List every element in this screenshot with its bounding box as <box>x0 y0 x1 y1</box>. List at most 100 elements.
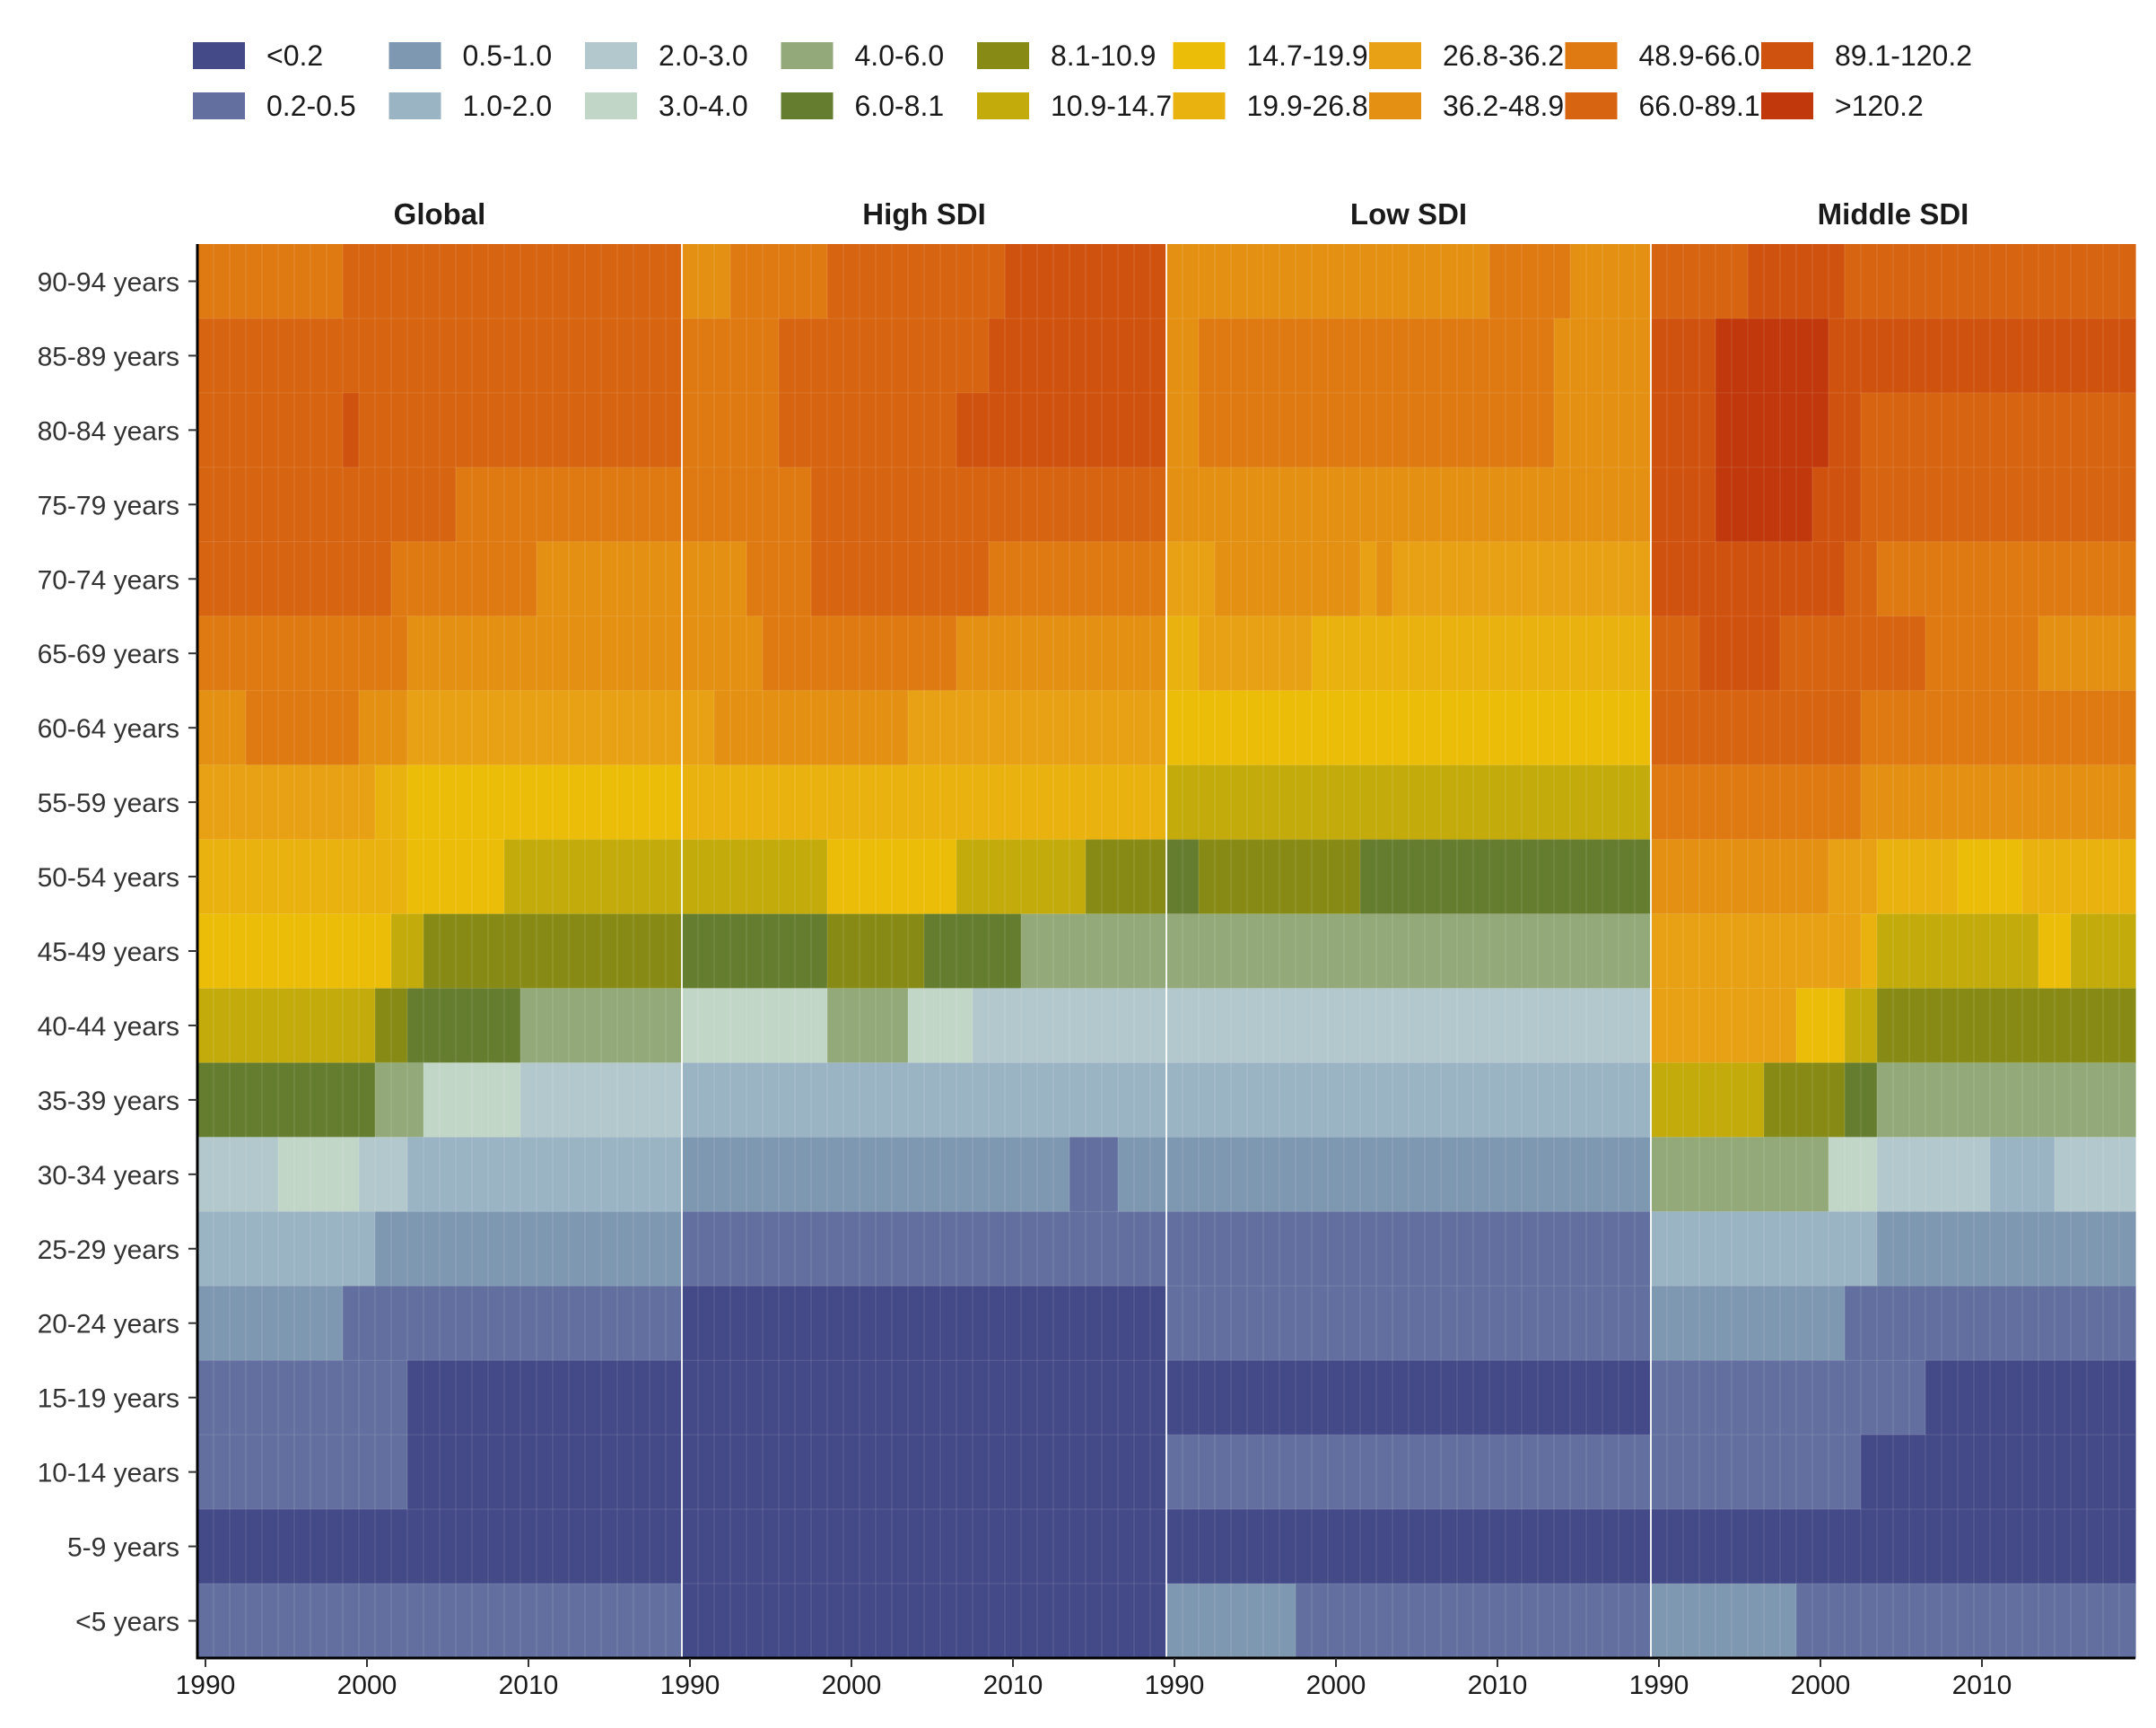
heatmap-cell <box>407 1360 683 1436</box>
legend-label: <0.2 <box>266 39 323 72</box>
y-tick-label: <5 years <box>75 1608 179 1637</box>
heatmap-cell <box>1554 392 1652 468</box>
heatmap-cell <box>1990 1137 2056 1212</box>
heatmap-cell <box>1845 541 1878 617</box>
heatmap-cell <box>956 392 1167 468</box>
heatmap-cell <box>682 839 828 915</box>
heatmap-cell <box>197 541 392 617</box>
legend-swatch <box>977 92 1029 119</box>
heatmap-cell <box>682 615 764 692</box>
heatmap-cell <box>1005 244 1167 319</box>
legend-item: 14.7-19.9 <box>1173 39 1368 72</box>
heatmap-cell <box>343 1286 683 1361</box>
legend-swatch <box>977 42 1029 69</box>
heatmap-cell <box>537 541 683 617</box>
heatmap-cell <box>1166 541 1216 617</box>
heatmap-cell <box>2071 913 2136 990</box>
legend-item: 4.0-6.0 <box>781 39 945 72</box>
legend-item: 8.1-10.9 <box>977 39 1156 72</box>
legend-label: 3.0-4.0 <box>659 90 748 122</box>
heatmap-cell <box>1166 467 1652 543</box>
heatmap-cell <box>1118 1137 1167 1212</box>
heatmap-cell <box>1166 1584 1296 1659</box>
legend-swatch <box>585 42 637 69</box>
heatmap-cell <box>1651 392 1716 468</box>
legend-item: 48.9-66.0 <box>1565 39 1760 72</box>
heatmap-cell <box>956 615 1167 692</box>
heatmap-cell <box>1715 467 1813 543</box>
legend-label: 2.0-3.0 <box>659 39 748 72</box>
heatmap-cell <box>1199 615 1313 692</box>
heatmap-cell <box>1215 541 1361 617</box>
heatmap-cell <box>2038 615 2136 692</box>
heatmap-cell <box>375 1062 424 1138</box>
legend-label: 4.0-6.0 <box>855 39 945 72</box>
heatmap-cell <box>1829 1137 1878 1212</box>
heatmap-cell <box>423 913 683 990</box>
heatmap-cell <box>343 392 360 468</box>
y-tick-label: 70-74 years <box>38 565 179 595</box>
heatmap-cell <box>779 392 957 468</box>
heatmap-cell <box>246 690 360 766</box>
heatmap-cell <box>1296 1584 1652 1659</box>
legend-item: 26.8-36.2 <box>1369 39 1564 72</box>
heatmap-cell <box>1166 988 1652 1064</box>
heatmap-cell <box>1796 1584 2136 1659</box>
heatmap-cell <box>1166 1211 1652 1287</box>
heatmap-cell <box>1845 1062 1878 1138</box>
heatmap-cell <box>359 392 683 468</box>
heatmap-cell <box>714 690 909 766</box>
heatmap-cell <box>827 913 925 990</box>
heatmap-cell <box>1796 988 1846 1064</box>
y-tick-label: 15-19 years <box>38 1384 179 1414</box>
legend-label: 48.9-66.0 <box>1639 39 1760 72</box>
heatmap-cell <box>1861 690 2136 766</box>
heatmap-cell <box>1877 1062 2136 1138</box>
legend-swatch <box>1369 92 1421 119</box>
heatmap-cell <box>1877 1137 1991 1212</box>
heatmap-cell <box>1199 392 1555 468</box>
heatmap-cell <box>197 913 263 990</box>
heatmap-cell <box>1861 1435 2136 1510</box>
y-tick-label: 30-34 years <box>38 1161 179 1191</box>
heatmap-cell <box>1021 913 1167 990</box>
heatmap-cell <box>973 988 1167 1064</box>
heatmap-cell <box>1861 615 1926 692</box>
heatmap-cell <box>682 318 699 394</box>
legend-item: 89.1-120.2 <box>1761 39 1972 72</box>
heatmap-cell <box>391 541 537 617</box>
facet-label: Middle SDI <box>1818 197 1969 231</box>
facet-labels: Global High SDI Low SDI Middle SDI <box>394 197 1969 231</box>
heatmap-panels <box>197 244 2136 1659</box>
heatmap-cell <box>811 541 990 617</box>
heatmap-cell <box>1829 318 2136 394</box>
heatmap-cell <box>682 1211 1167 1287</box>
heatmap-cell <box>1651 318 1716 394</box>
heatmap-cell <box>763 615 957 692</box>
heatmap-cell <box>730 244 828 319</box>
heatmap-cell <box>1925 1360 2136 1436</box>
heatmap-cell <box>698 318 780 394</box>
heatmap-cell <box>1554 318 1652 394</box>
heatmap-cell <box>1651 988 1797 1064</box>
legend-item: 10.9-14.7 <box>977 90 1172 122</box>
heatmap-cell <box>1651 1435 1862 1510</box>
heatmap-cell <box>827 244 1006 319</box>
heatmap-cell <box>779 318 990 394</box>
heatmap-cell <box>1651 467 1716 543</box>
legend-label: 14.7-19.9 <box>1247 39 1368 72</box>
y-tick-label: 45-49 years <box>38 938 179 967</box>
legend-swatch <box>193 42 245 69</box>
y-tick-label: 5-9 years <box>67 1533 179 1563</box>
x-tick-label: 1990 <box>176 1671 236 1700</box>
heatmap-cell <box>1199 839 1361 915</box>
y-tick-label: 90-94 years <box>38 267 179 297</box>
heatmap-cell <box>1489 244 1571 319</box>
heatmap-cell <box>2055 1137 2136 1212</box>
heatmap-cell <box>1392 541 1652 617</box>
legend-label: 1.0-2.0 <box>463 90 553 122</box>
heatmap-cell <box>1651 1360 1926 1436</box>
heatmap-cell <box>1861 392 2136 468</box>
x-tick-label: 1990 <box>1145 1671 1205 1700</box>
legend-item: 66.0-89.1 <box>1565 90 1760 122</box>
